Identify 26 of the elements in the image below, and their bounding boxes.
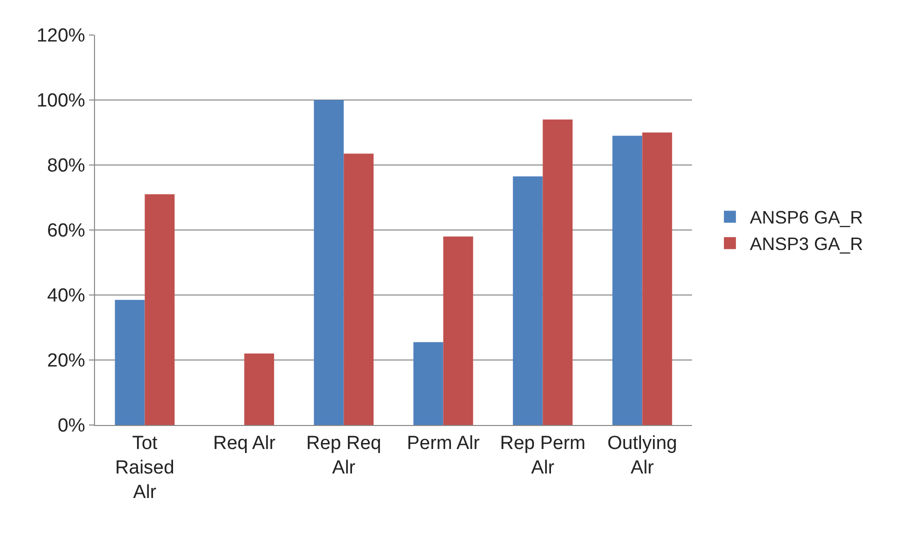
bar (244, 354, 274, 425)
y-tick-label: 60% (47, 220, 86, 242)
x-tick-label: Outlying Alr (607, 432, 678, 478)
bar (114, 300, 145, 425)
bar (314, 100, 344, 425)
bar (512, 176, 543, 425)
y-tick-label: 100% (36, 90, 86, 112)
y-tick-label: 120% (36, 26, 86, 47)
bar (443, 236, 474, 425)
x-tick-label: Tot Raised Alr (115, 432, 174, 504)
bar (612, 136, 642, 425)
legend-label: ANSP6 GA_R (750, 208, 863, 228)
bar (144, 194, 175, 425)
bar (542, 120, 573, 425)
x-tick-label: Req Alr (213, 432, 276, 454)
y-tick-label: 40% (47, 286, 86, 307)
x-tick-label: Rep Perm Alr (500, 432, 586, 478)
bar (344, 154, 374, 425)
bar (413, 342, 444, 425)
x-tick-label: Perm Alr (406, 432, 480, 454)
y-tick-label: 0% (58, 416, 86, 437)
bar (642, 132, 672, 425)
y-tick-label: 80% (47, 156, 86, 177)
y-tick-label: 20% (47, 350, 86, 372)
legend-label: ANSP3 GA_R (750, 234, 863, 254)
x-tick-label: Rep Req Alr (306, 432, 382, 478)
